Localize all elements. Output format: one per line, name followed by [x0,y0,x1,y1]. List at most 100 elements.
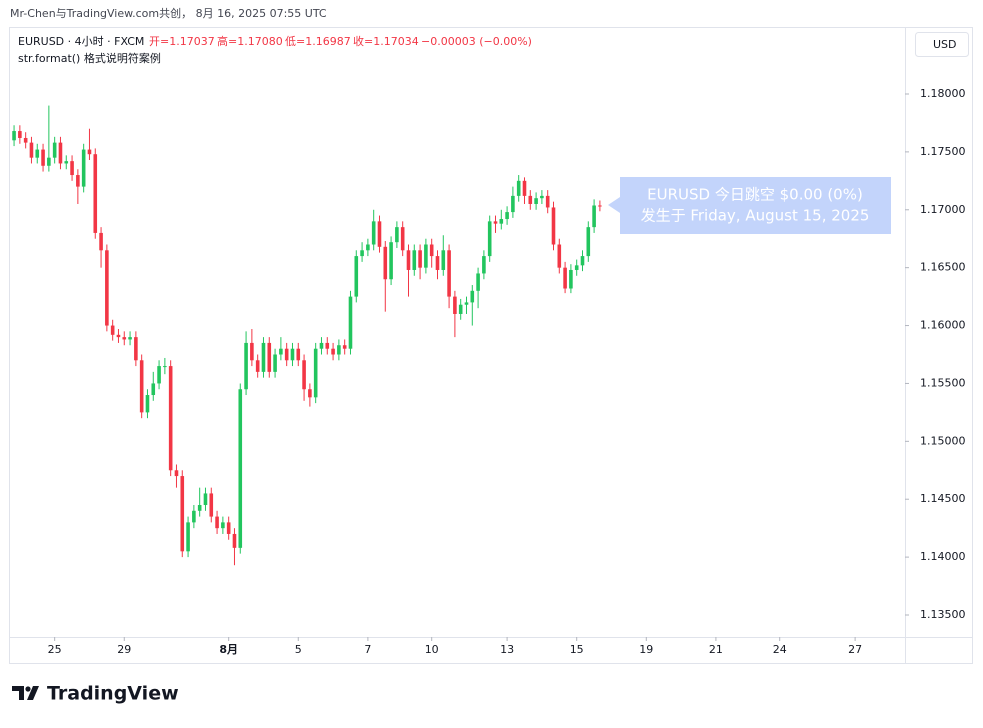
candle-body [476,273,480,291]
candle-body [511,195,515,213]
credit: Mr-Chen与TradingView.com共创， 8月 16, 2025 0… [10,7,327,20]
candle-body [383,246,388,280]
x-tick-label: 13 [500,643,514,656]
candle-body [319,342,324,349]
x-tick-label: 27 [848,643,862,656]
ohlc-low: 低=1.16987 [285,35,351,48]
currency-button[interactable] [915,32,969,57]
candle-body [366,244,370,251]
candle-body [209,493,214,517]
candle-body [331,348,335,355]
candle-body [574,265,579,270]
candle-body [447,250,451,297]
candle-body [592,205,596,228]
x-tick-label: 24 [773,643,787,656]
x-tick-label: 19 [639,643,653,656]
ohlc-close: 收=1.17034 [353,34,419,48]
ohlc-change: −0.00003 (−0.00%) [421,35,532,48]
candle-body [76,175,80,187]
candle-body [516,180,521,196]
candle-body [192,510,196,523]
candle-body [453,296,457,314]
candle-body [325,342,330,349]
candle-body [110,325,115,335]
y-tick-label: 1.15000 [920,434,966,447]
candle-body [134,337,138,361]
candle-body [302,360,306,390]
candle-body [482,256,486,274]
candle-body [348,296,353,349]
candle-body [139,360,144,413]
x-tick-label: 10 [425,643,439,656]
y-tick-label: 1.16000 [920,319,966,332]
x-tick-label: 5 [295,643,302,656]
x-tick-label: 21 [709,643,723,656]
annotation-line: 发生于 Friday, August 15, 2025 [641,207,870,225]
candle-body [29,142,34,158]
candle-body [221,522,225,529]
candle-body [464,302,469,305]
candle-body [435,256,440,270]
candle-body [360,250,364,257]
candle-body [122,337,127,340]
candle-body [528,195,533,204]
candle-body [186,522,190,552]
candle-body [377,221,382,247]
candle-body [99,232,103,251]
candle-body [12,131,16,141]
annotation-line: EURUSD 今日跳空 $0.00 (0%) [647,186,863,204]
annotation-box [608,177,891,234]
candle-body [441,250,446,270]
candle-body [534,198,538,204]
candle-body [412,250,417,270]
candle-body [215,516,219,529]
candle-body [58,142,63,164]
candle-body [157,366,161,384]
candle-body [308,389,312,398]
candle-body [290,348,295,361]
brand: TradingView [47,683,179,705]
candle-body [244,342,248,390]
candle-body [418,250,422,268]
candle-body [296,348,301,361]
candle-body [337,345,341,355]
candle-body [87,149,92,155]
candle-body [64,161,69,164]
candle-body [180,476,185,552]
currency: USD [933,38,957,51]
y-tick-label: 1.14500 [920,492,966,505]
candle-body [70,161,74,176]
candle-body [458,304,463,314]
frame [9,27,973,664]
candle-body [261,342,266,372]
candle-body [116,334,121,338]
candle-body [232,533,237,548]
candle-body [18,131,22,138]
candle-body [93,154,98,233]
candle-body [545,195,550,208]
candle-body [81,149,86,187]
candle-body [470,290,475,303]
candle-body [238,389,243,548]
candle-body [52,142,57,158]
candle-body [424,244,428,268]
candle-body [128,337,132,340]
y-tick-label: 1.14000 [920,550,966,563]
candle-body [284,348,289,361]
candle-body [429,244,434,257]
ohlc-open: 开=1.17037 [149,35,215,48]
symbol: EURUSD · 4小时 · FXCM [18,35,144,48]
candle-body [197,505,202,511]
candle-body [354,256,359,297]
candle-body [313,348,318,398]
candle-body [487,221,492,257]
candle-body [226,522,231,534]
y-tick-label: 1.15500 [920,376,966,389]
y-tick-label: 1.13500 [920,608,966,621]
candle-body [505,212,509,220]
candle-body [395,227,399,243]
candle-body [563,267,567,289]
candle-body [273,354,277,372]
candle-body [580,256,585,266]
